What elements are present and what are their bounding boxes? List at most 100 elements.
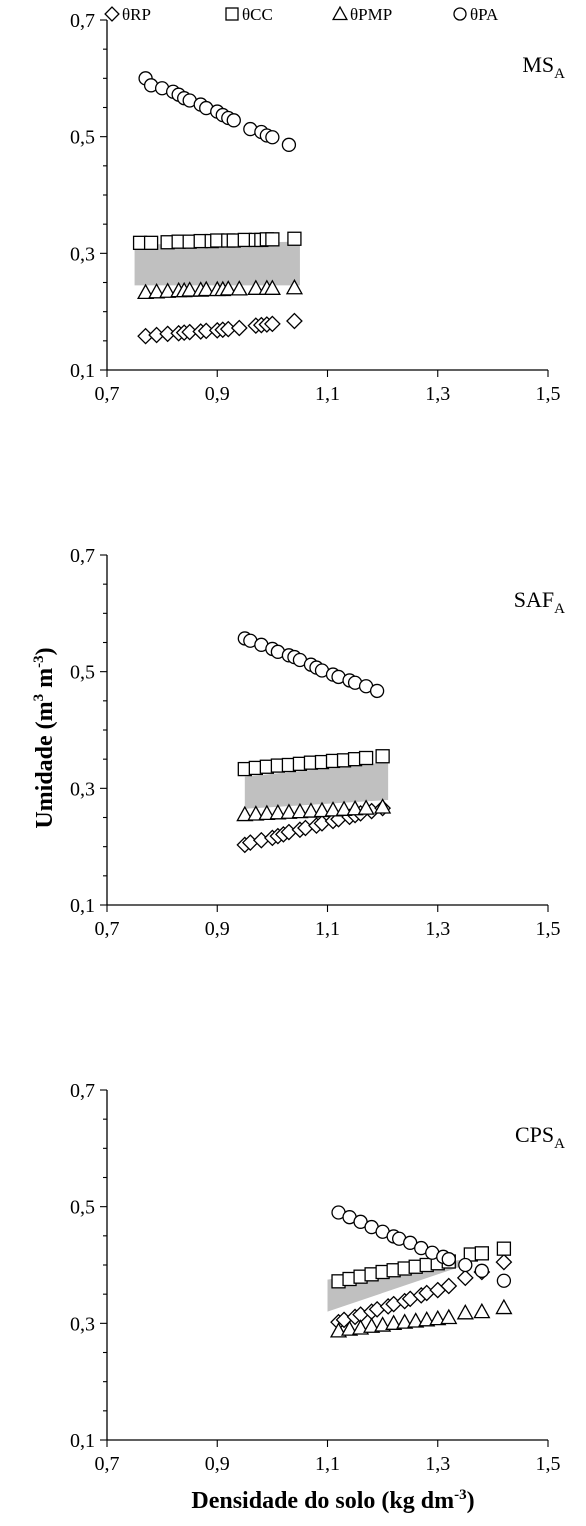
- y-tick-label: 0,3: [70, 778, 95, 800]
- x-tick-label: 1,1: [315, 918, 340, 940]
- data-point: [495, 1298, 513, 1315]
- y-tick-label: 0,5: [70, 127, 95, 149]
- x-tick-label: 1,5: [536, 918, 561, 940]
- data-point: [358, 750, 374, 766]
- data-point: [265, 130, 280, 145]
- data-point: [247, 279, 265, 295]
- data-point: [441, 1252, 456, 1267]
- y-tick-label: 0,3: [70, 243, 95, 265]
- data-point: [473, 1302, 491, 1319]
- data-point: [263, 279, 281, 295]
- x-tick-label: 1,1: [315, 1453, 340, 1475]
- data-point: [148, 283, 166, 299]
- data-point: [236, 805, 254, 822]
- x-tick-label: 1,5: [536, 383, 561, 405]
- series-triangle: [236, 798, 392, 822]
- data-point: [265, 232, 280, 247]
- data-point: [440, 1308, 458, 1325]
- data-point: [474, 1246, 490, 1261]
- chart-panels: 0,10,30,50,70,7 0,9 1,1 1,3 1,5MSA0,10,30,50…: [70, 10, 565, 1475]
- y-tick-label: 0,5: [70, 662, 95, 684]
- x-tick-label: 0,7: [95, 1453, 120, 1475]
- series-circle: [331, 1205, 512, 1288]
- series-square: [331, 1241, 512, 1289]
- data-point: [247, 805, 265, 821]
- x-tick-label: 0,7: [95, 918, 120, 940]
- chart-panel-1: 0,1 0,3 0,5 0,7 0,7 0,9 1,1 1,3 1,5 MSA: [70, 10, 565, 405]
- series-square: [237, 749, 390, 777]
- x-tick-label: 1,1: [315, 383, 340, 405]
- data-point: [137, 283, 155, 300]
- chart-panel-2: 0,1 0,3 0,5 0,7 0,7 0,9 1,1 1,3 1,5 SAFA: [70, 545, 565, 940]
- panel-label: CPSA: [515, 1122, 565, 1152]
- data-point: [396, 1313, 414, 1329]
- series-triangle: [329, 1298, 513, 1338]
- data-point: [159, 282, 177, 298]
- data-point: [335, 800, 353, 816]
- x-tick-label: 1,3: [425, 383, 450, 405]
- data-point: [291, 802, 309, 819]
- x-tick-label: 0,7: [95, 383, 120, 405]
- series-diamond: [236, 799, 392, 854]
- x-axis-title: Densidade do solo (kg dm-3): [191, 1487, 474, 1514]
- legend: θRP θCC θPMP θPA: [104, 5, 499, 24]
- data-point: [369, 683, 385, 699]
- data-point: [263, 315, 281, 333]
- data-point: [219, 280, 237, 296]
- data-point: [280, 803, 298, 819]
- data-point: [340, 1320, 359, 1336]
- data-point: [258, 804, 276, 821]
- series-diamond: [137, 312, 303, 345]
- data-point: [197, 280, 215, 297]
- data-point: [496, 1273, 512, 1288]
- shaded-band: [244, 762, 389, 809]
- data-point: [418, 1311, 436, 1327]
- legend-item: θPA: [453, 5, 499, 24]
- y-tick-label: 0,3: [70, 1313, 95, 1335]
- data-point: [313, 801, 331, 818]
- legend-item: θCC: [225, 5, 273, 24]
- data-point: [226, 113, 241, 128]
- data-point: [287, 231, 302, 246]
- legend-label: θPMP: [350, 5, 392, 24]
- data-point: [143, 235, 159, 250]
- data-point: [496, 1241, 512, 1256]
- shaded-band: [327, 1259, 466, 1312]
- data-point: [230, 280, 248, 296]
- x-tick-label: 0,9: [205, 918, 230, 940]
- data-point: [285, 278, 304, 295]
- y-tick-label: 0,1: [70, 360, 95, 382]
- data-point: [302, 802, 320, 818]
- data-point: [495, 1253, 513, 1271]
- legend-item: θRP: [104, 5, 151, 24]
- legend-label: θCC: [242, 5, 273, 24]
- legend-marker-square: [225, 7, 239, 21]
- data-point: [363, 1317, 381, 1333]
- chart-panel-3: 0,1 0,3 0,5 0,7 0,7 0,9 1,1 1,3 1,5 CPSA: [70, 1080, 565, 1475]
- data-point: [230, 319, 248, 337]
- y-tick-label: 0,7: [70, 10, 95, 32]
- y-tick-label: 0,1: [70, 895, 95, 917]
- legend-label: θPA: [470, 5, 499, 24]
- y-tick-label: 0,7: [70, 1080, 95, 1102]
- data-point: [324, 801, 342, 817]
- x-tick-label: 1,3: [425, 1453, 450, 1475]
- series-circle: [138, 71, 297, 152]
- series-circle: [237, 631, 385, 699]
- data-point: [407, 1312, 425, 1328]
- data-point: [456, 1269, 474, 1287]
- legend-label: θRP: [122, 5, 151, 24]
- y-axis-title: Umidade (m3 m-3): [31, 647, 58, 828]
- y-tick-label: 0,5: [70, 1197, 95, 1219]
- y-tick-label: 0,7: [70, 545, 95, 567]
- series-square: [132, 231, 302, 250]
- legend-marker-circle: [453, 7, 467, 21]
- legend-marker-diamond: [104, 6, 120, 22]
- x-tick-label: 1,3: [425, 918, 450, 940]
- x-tick-label: 0,9: [205, 383, 230, 405]
- y-tick-label: 0,1: [70, 1430, 95, 1452]
- data-point: [346, 799, 364, 816]
- legend-item: θPMP: [331, 5, 392, 24]
- data-point: [374, 798, 392, 814]
